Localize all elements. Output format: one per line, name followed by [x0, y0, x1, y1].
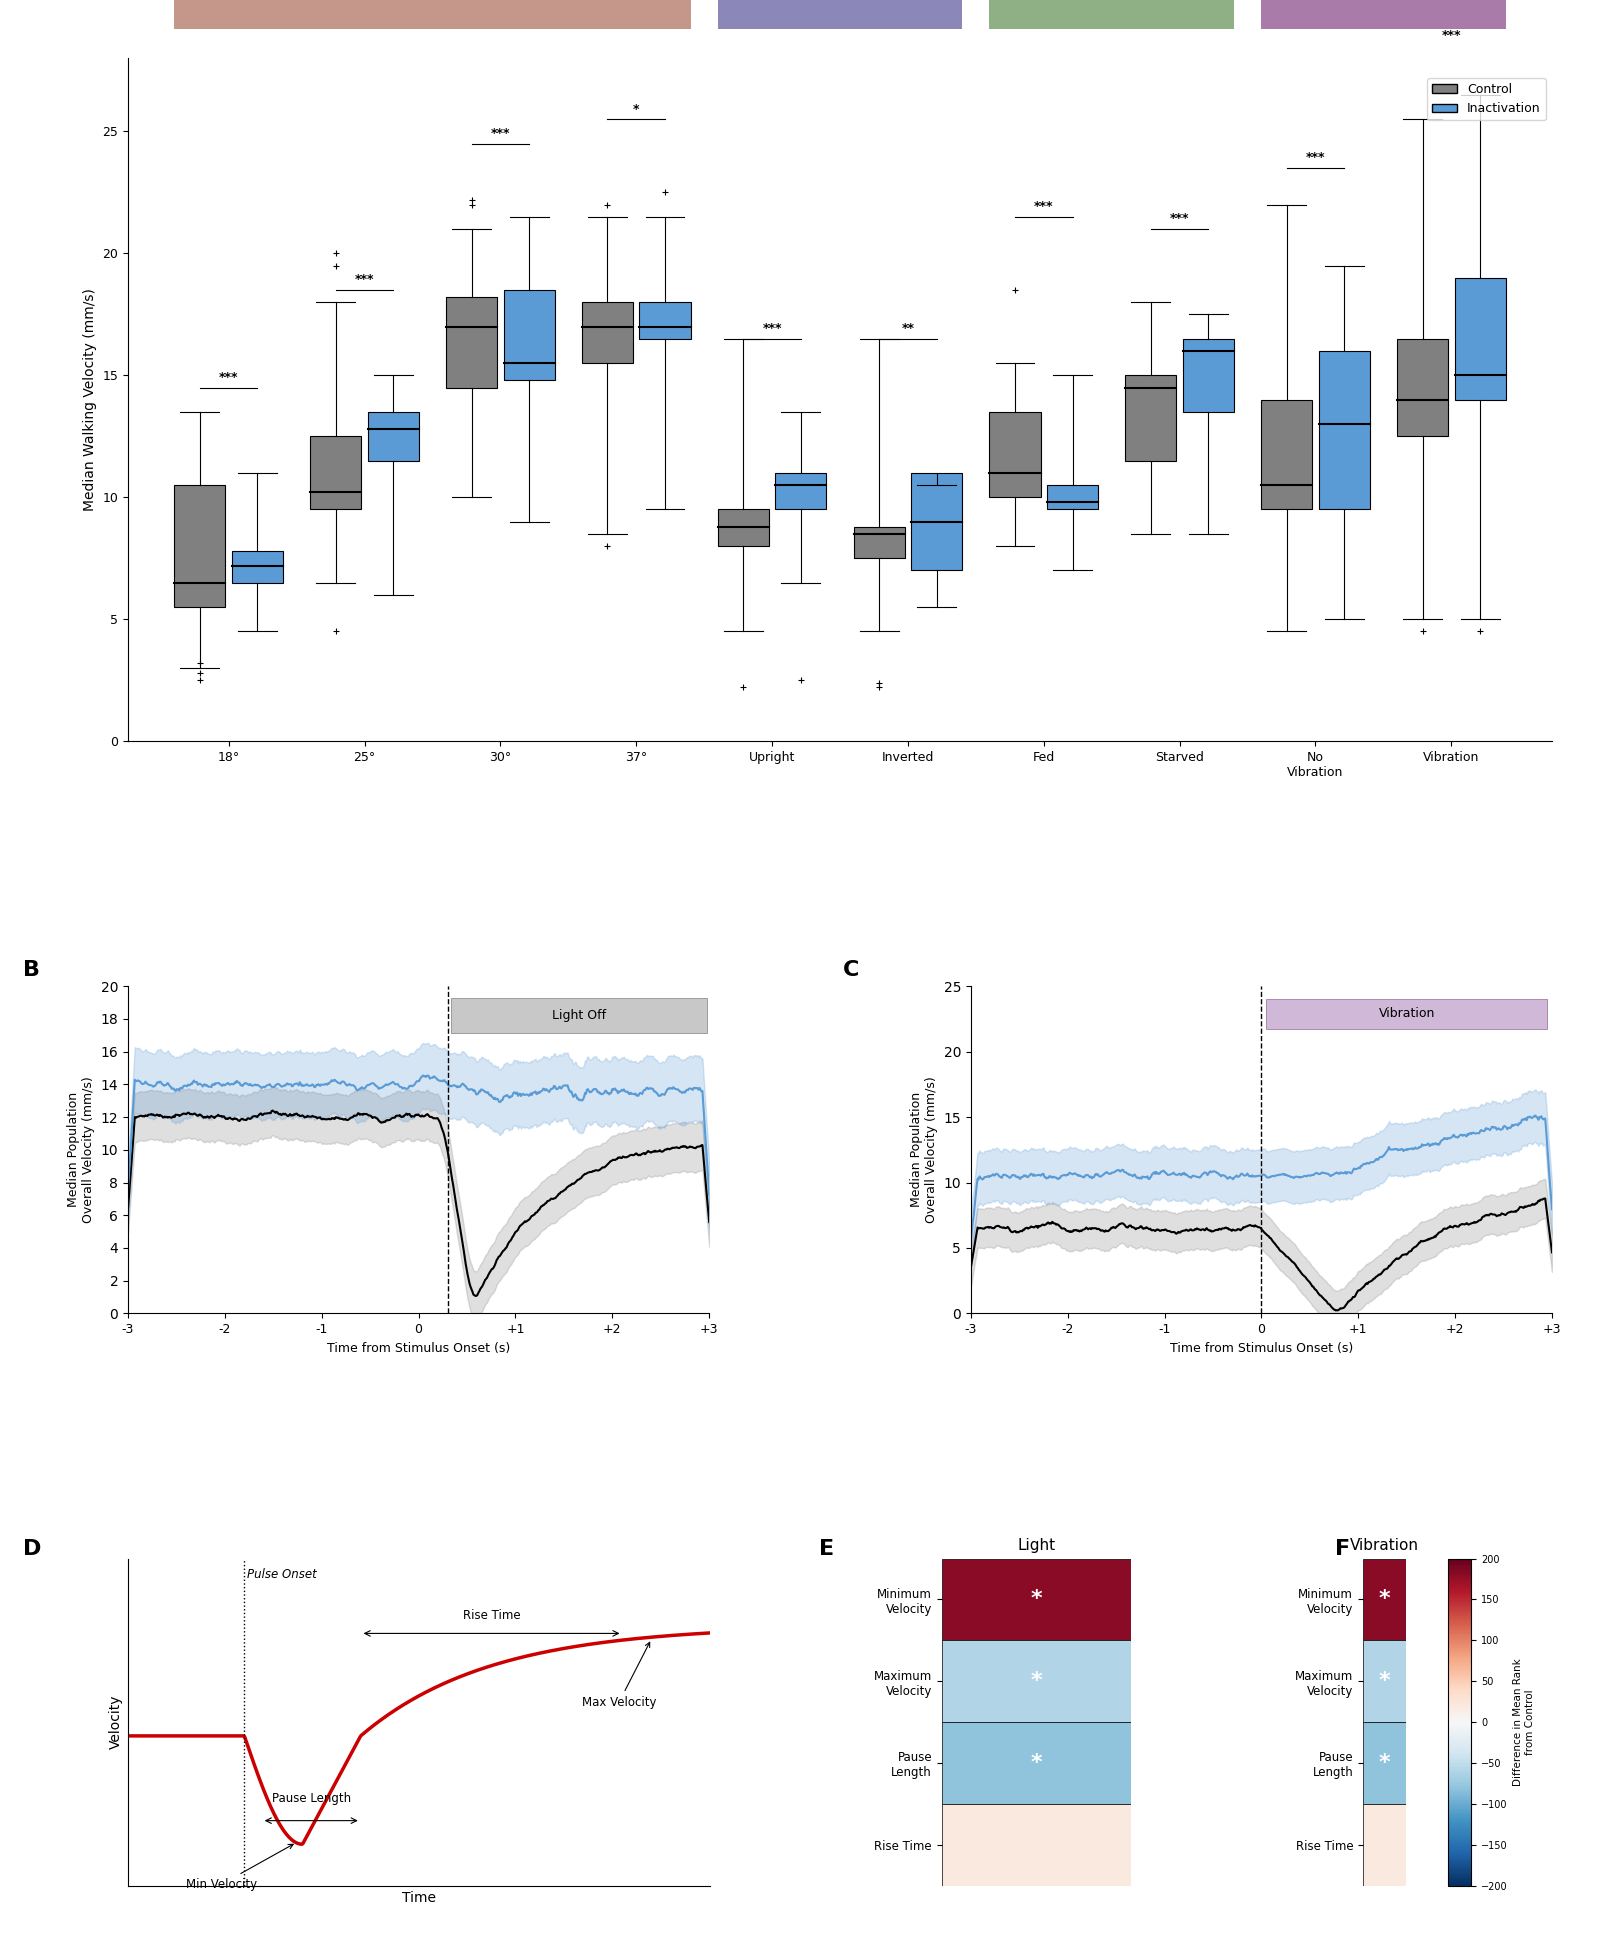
Bar — [942, 1559, 1131, 1641]
X-axis label: Time from Stimulus Onset (s): Time from Stimulus Onset (s) — [1170, 1341, 1354, 1355]
Bar — [989, 412, 1040, 498]
Bar — [776, 472, 827, 509]
Bar — [1125, 375, 1176, 461]
FancyBboxPatch shape — [1266, 999, 1547, 1028]
X-axis label: Time from Stimulus Onset (s): Time from Stimulus Onset (s) — [326, 1341, 510, 1355]
Text: ***: *** — [491, 126, 510, 140]
Bar — [910, 472, 962, 570]
X-axis label: Time: Time — [402, 1892, 435, 1905]
Text: *: * — [1379, 1590, 1390, 1610]
FancyBboxPatch shape — [451, 999, 707, 1032]
Legend: Control, Inactivation: Control, Inactivation — [1427, 78, 1546, 121]
Text: *: * — [1030, 1672, 1042, 1691]
Bar — [942, 1722, 1131, 1804]
Y-axis label: Difference in Mean Rank
from Control: Difference in Mean Rank from Control — [1514, 1658, 1534, 1787]
Y-axis label: Median Walking Velocity (mm/s): Median Walking Velocity (mm/s) — [83, 288, 98, 511]
Bar — [942, 1641, 1131, 1722]
Bar — [1261, 0, 1506, 29]
Text: Min Velocity: Min Velocity — [186, 1845, 293, 1892]
Title: Light: Light — [1018, 1538, 1056, 1553]
Text: D: D — [24, 1540, 42, 1559]
Text: ***: *** — [219, 371, 238, 383]
Bar — [1046, 486, 1098, 509]
Text: ***: *** — [762, 323, 782, 334]
Text: F: F — [1334, 1540, 1350, 1559]
Text: ***: *** — [1306, 152, 1325, 165]
Bar — [504, 290, 555, 381]
Bar — [640, 301, 691, 338]
Bar — [718, 509, 770, 546]
Text: ***: *** — [1442, 29, 1461, 43]
Bar — [1363, 1804, 1406, 1886]
Text: B: B — [24, 960, 40, 980]
Bar — [718, 0, 962, 29]
Bar — [1261, 400, 1312, 509]
Bar — [232, 550, 283, 583]
Bar — [942, 1804, 1131, 1886]
Text: *: * — [1030, 1753, 1042, 1773]
Bar — [1363, 1641, 1406, 1722]
Bar — [446, 297, 498, 387]
Bar — [368, 412, 419, 461]
Text: Vibration: Vibration — [1379, 1007, 1435, 1021]
Y-axis label: Median Population
Overall Velocity (mm/s): Median Population Overall Velocity (mm/s… — [910, 1077, 938, 1223]
Bar — [310, 435, 362, 509]
Bar — [174, 486, 226, 607]
Text: *: * — [1030, 1590, 1042, 1610]
Text: ***: *** — [355, 274, 374, 286]
Text: ***: *** — [1170, 212, 1189, 226]
Text: C: C — [843, 960, 859, 980]
Bar — [174, 0, 691, 29]
Bar — [1363, 1722, 1406, 1804]
Bar — [1363, 1559, 1406, 1641]
Bar — [1397, 338, 1448, 435]
Text: E: E — [819, 1540, 834, 1559]
Text: Light Off: Light Off — [552, 1009, 606, 1023]
Text: Max Velocity: Max Velocity — [582, 1643, 656, 1709]
Text: Pulse Onset: Pulse Onset — [248, 1567, 317, 1580]
Title: Vibration: Vibration — [1350, 1538, 1419, 1553]
Y-axis label: Velocity: Velocity — [109, 1695, 123, 1750]
Text: **: ** — [901, 323, 915, 334]
Y-axis label: Median Population
Overall Velocity (mm/s): Median Population Overall Velocity (mm/s… — [67, 1077, 94, 1223]
Text: *: * — [1379, 1672, 1390, 1691]
Bar — [582, 301, 634, 364]
Bar — [1318, 352, 1370, 509]
Text: ***: *** — [1034, 200, 1053, 214]
Bar — [1454, 278, 1506, 400]
Text: *: * — [634, 103, 640, 115]
Text: *: * — [1379, 1753, 1390, 1773]
Text: Rise Time: Rise Time — [462, 1608, 520, 1621]
Bar — [853, 527, 904, 558]
Bar — [989, 0, 1234, 29]
Bar — [1182, 338, 1234, 412]
Text: Pause Length: Pause Length — [272, 1792, 350, 1804]
